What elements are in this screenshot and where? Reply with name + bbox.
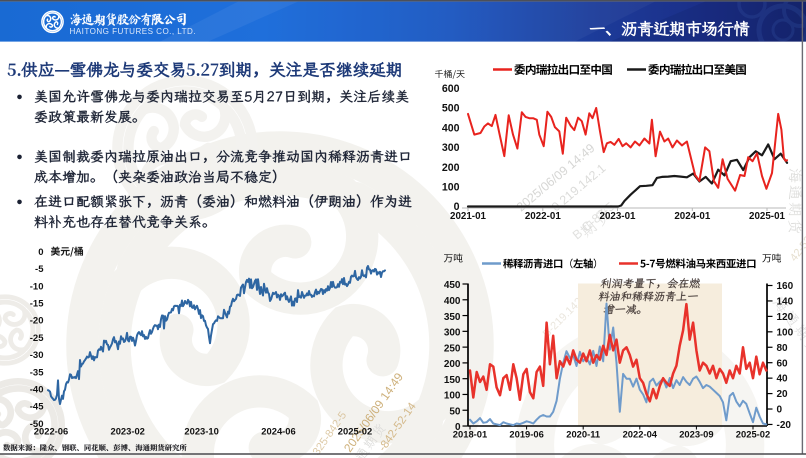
svg-text:350: 350 — [444, 312, 461, 323]
svg-text:0: 0 — [777, 405, 783, 416]
svg-text:0: 0 — [455, 422, 461, 433]
svg-text:2023-02: 2023-02 — [110, 426, 144, 437]
svg-text:0: 0 — [38, 247, 43, 258]
svg-text:2022-01: 2022-01 — [525, 211, 562, 222]
svg-text:450: 450 — [444, 280, 461, 291]
svg-text:100: 100 — [777, 327, 794, 338]
svg-text:2023-09: 2023-09 — [679, 428, 713, 439]
svg-text:-20: -20 — [30, 316, 44, 327]
svg-text:100: 100 — [444, 391, 461, 402]
svg-text:80: 80 — [777, 343, 789, 354]
svg-text:300: 300 — [444, 328, 461, 339]
svg-text:600: 600 — [442, 83, 460, 95]
svg-text:150: 150 — [444, 375, 461, 386]
svg-text:2018-01: 2018-01 — [453, 428, 487, 439]
svg-text:400: 400 — [444, 296, 461, 307]
svg-text:2024-06: 2024-06 — [261, 426, 295, 437]
svg-text:0: 0 — [454, 201, 460, 213]
svg-text:2023-10: 2023-10 — [184, 426, 218, 437]
svg-text:2024-01: 2024-01 — [674, 211, 711, 222]
svg-text:2021-01: 2021-01 — [450, 211, 487, 222]
svg-text:2025-02: 2025-02 — [338, 426, 372, 437]
svg-text:500: 500 — [442, 103, 460, 115]
svg-text:2023-01: 2023-01 — [600, 211, 637, 222]
svg-text:140: 140 — [777, 297, 794, 308]
svg-text:60: 60 — [777, 358, 789, 369]
svg-text:50: 50 — [449, 406, 461, 417]
svg-text:100: 100 — [442, 182, 460, 194]
svg-text:200: 200 — [444, 359, 461, 370]
svg-text:2022-06: 2022-06 — [34, 426, 68, 437]
svg-text:-35: -35 — [30, 367, 44, 378]
svg-text:-20: -20 — [777, 420, 792, 431]
svg-text:250: 250 — [444, 343, 461, 354]
svg-text:20: 20 — [777, 389, 789, 400]
svg-text:300: 300 — [442, 142, 460, 154]
svg-text:200: 200 — [442, 162, 460, 174]
svg-text:2020-11: 2020-11 — [566, 428, 600, 439]
svg-text:40: 40 — [777, 374, 789, 385]
svg-text:2025-01: 2025-01 — [749, 211, 786, 222]
svg-text:-5: -5 — [35, 264, 44, 275]
svg-text:400: 400 — [442, 122, 460, 134]
svg-text:HAITONG FUTURES CO., LTD.: HAITONG FUTURES CO., LTD. — [70, 27, 197, 36]
svg-text:2025-02: 2025-02 — [736, 428, 770, 439]
svg-text:120: 120 — [777, 312, 794, 323]
svg-text:2022-04: 2022-04 — [623, 428, 658, 439]
svg-text:-50: -50 — [30, 419, 44, 430]
svg-text:-25: -25 — [30, 333, 44, 344]
svg-text:-45: -45 — [30, 402, 44, 413]
svg-text:2019-06: 2019-06 — [509, 428, 543, 439]
svg-text:-10: -10 — [30, 281, 44, 292]
svg-text:160: 160 — [777, 281, 794, 292]
svg-text:-40: -40 — [30, 385, 44, 396]
svg-text:-30: -30 — [30, 350, 44, 361]
svg-text:-15: -15 — [30, 299, 44, 310]
